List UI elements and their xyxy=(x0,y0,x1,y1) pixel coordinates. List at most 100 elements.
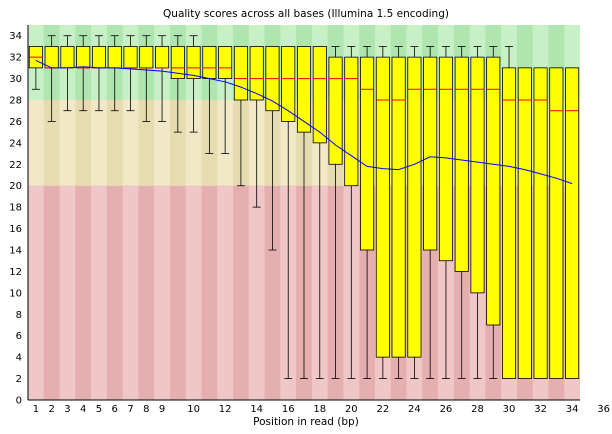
box-position-9 xyxy=(155,35,170,122)
band-stripe xyxy=(185,100,202,186)
iqr-box xyxy=(312,46,327,144)
iqr-box xyxy=(107,46,122,69)
iqr-box xyxy=(202,46,217,79)
y-tick-label: 22 xyxy=(9,160,22,171)
y-tick-label: 30 xyxy=(9,74,22,85)
band-stripe xyxy=(59,100,76,186)
x-tick-label: 18 xyxy=(313,404,326,415)
iqr-box xyxy=(218,46,233,79)
iqr-box xyxy=(517,67,532,379)
box-position-28-29 xyxy=(312,46,327,379)
band-stripe xyxy=(91,100,107,186)
band-stripe xyxy=(122,185,139,400)
y-tick-label: 34 xyxy=(9,31,22,42)
y-tick-label: 2 xyxy=(16,374,22,385)
box-position-20-21 xyxy=(249,46,264,208)
x-tick-label: 10 xyxy=(187,404,200,415)
x-tick-label: 1 xyxy=(33,404,39,415)
iqr-box xyxy=(296,46,312,133)
box-position-30-31 xyxy=(328,46,343,379)
iqr-box xyxy=(565,67,580,379)
band-stripe xyxy=(248,185,265,400)
iqr-box xyxy=(375,56,390,358)
band-stripe xyxy=(59,185,76,400)
box-position-52-53 xyxy=(502,46,517,379)
y-tick-label: 10 xyxy=(9,288,22,299)
iqr-box xyxy=(249,46,264,101)
x-tick-label: 24 xyxy=(408,404,421,415)
box-position-10-11 xyxy=(170,35,185,133)
iqr-box xyxy=(91,46,106,69)
box-position-7 xyxy=(123,35,138,112)
box-position-46-47 xyxy=(454,46,469,379)
band-stripe xyxy=(28,100,44,186)
mean-quality-line xyxy=(35,59,573,185)
iqr-box xyxy=(155,46,170,69)
y-tick-label: 0 xyxy=(16,396,22,407)
y-tick-label: 24 xyxy=(9,138,22,149)
iqr-box xyxy=(486,56,501,326)
x-tick-label: 4 xyxy=(80,404,86,415)
x-tick-label: 28 xyxy=(471,404,484,415)
x-tick-label: 36 xyxy=(597,404,610,415)
x-tick-label: 16 xyxy=(282,404,295,415)
x-tick-label: 12 xyxy=(219,404,232,415)
x-tick-label: 20 xyxy=(345,404,358,415)
box-position-12-13 xyxy=(186,35,201,133)
box-position-18-19 xyxy=(233,46,248,187)
x-tick-label: 8 xyxy=(143,404,149,415)
y-tick-label: 12 xyxy=(9,267,22,278)
box-position-36-37 xyxy=(375,46,390,379)
x-tick-label: 5 xyxy=(96,404,102,415)
iqr-box xyxy=(186,46,201,79)
iqr-box xyxy=(281,46,296,122)
box-position-42-43 xyxy=(423,46,438,379)
y-tick-label: 20 xyxy=(9,181,22,192)
x-tick-label: 22 xyxy=(376,404,389,415)
box-position-60-61 xyxy=(565,67,580,379)
iqr-box xyxy=(170,46,185,79)
iqr-box xyxy=(360,56,375,251)
band-stripe xyxy=(28,185,44,400)
x-tick-label: 32 xyxy=(534,404,547,415)
band-stripe xyxy=(122,100,139,186)
iqr-box xyxy=(549,67,564,379)
band-stripe xyxy=(154,185,170,400)
iqr-box xyxy=(391,56,406,358)
box-position-26-27 xyxy=(296,46,312,379)
iqr-box xyxy=(60,46,75,69)
box-position-4 xyxy=(76,35,91,112)
iqr-box xyxy=(233,46,248,101)
box-position-40-41 xyxy=(407,46,422,379)
box-position-58-59 xyxy=(549,67,564,379)
y-tick-label: 32 xyxy=(9,53,22,64)
y-tick-label: 14 xyxy=(9,246,22,257)
iqr-box xyxy=(470,56,485,294)
iqr-box xyxy=(139,46,154,69)
x-tick-label: 2 xyxy=(48,404,54,415)
y-tick-label: 26 xyxy=(9,117,22,128)
y-tick-label: 18 xyxy=(9,203,22,214)
band-stripe xyxy=(185,185,202,400)
box-position-14-15 xyxy=(202,46,217,154)
iqr-box xyxy=(44,46,59,69)
iqr-box xyxy=(328,56,343,165)
iqr-box xyxy=(454,56,469,272)
band-stripe xyxy=(217,185,234,400)
iqr-box xyxy=(344,56,359,187)
y-tick-label: 6 xyxy=(16,331,22,342)
x-tick-label: 34 xyxy=(566,404,579,415)
box-position-44-45 xyxy=(438,46,453,379)
iqr-box xyxy=(407,56,422,358)
x-tick-label: 7 xyxy=(127,404,133,415)
x-tick-label: 14 xyxy=(250,404,263,415)
iqr-box xyxy=(76,46,91,69)
box-position-38-39 xyxy=(391,46,406,379)
x-tick-label: 3 xyxy=(64,404,70,415)
band-stripe xyxy=(91,185,107,400)
iqr-box xyxy=(502,67,517,379)
box-position-22-23 xyxy=(265,46,280,251)
y-tick-label: 8 xyxy=(16,310,22,321)
